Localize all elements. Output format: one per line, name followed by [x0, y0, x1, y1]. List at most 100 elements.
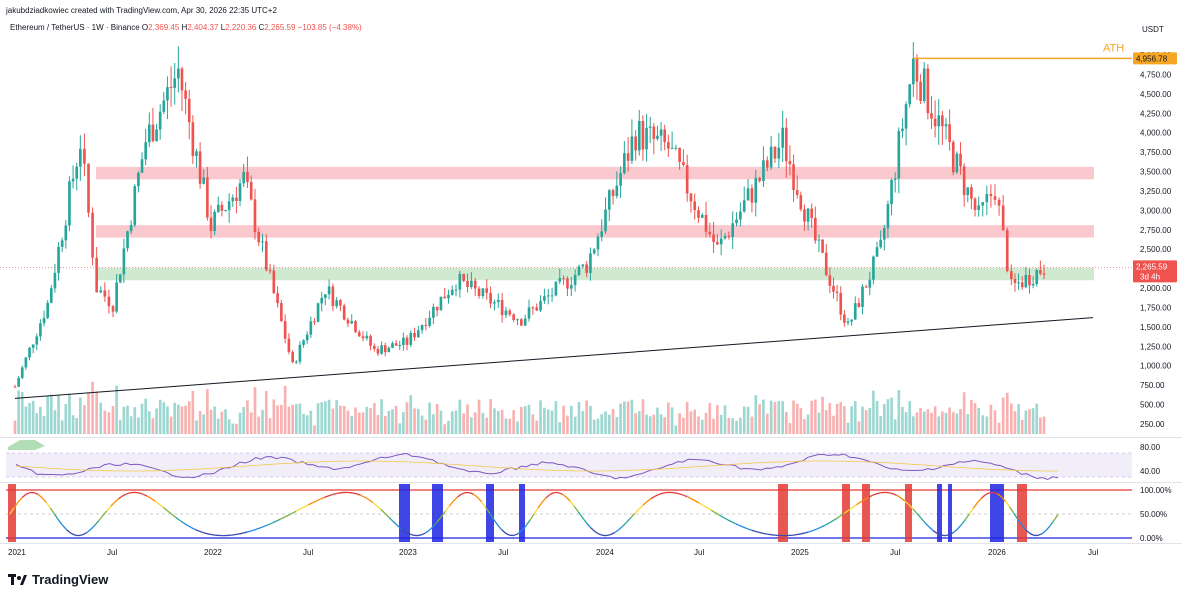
volume-bar — [882, 403, 886, 434]
candle-up — [99, 290, 103, 293]
volume-bar — [670, 407, 674, 434]
stoch-line-segment — [424, 529, 430, 534]
stoch-line-segment — [594, 530, 599, 535]
candle-up — [118, 274, 122, 283]
volume-bar — [53, 410, 57, 434]
stoch-line-segment — [751, 529, 756, 533]
volume-bar — [926, 409, 930, 434]
stoch-line-segment — [134, 491, 140, 494]
candle-down — [246, 171, 249, 183]
candle-up — [1017, 282, 1020, 284]
candle-up — [387, 347, 391, 353]
price-tick: 500.00 — [1140, 401, 1165, 410]
stoch-line-segment — [283, 514, 289, 518]
candle-down — [206, 177, 209, 218]
price-tick: 3,000.00 — [1140, 206, 1172, 215]
stoch-line-segment — [529, 513, 535, 521]
stoch-line-segment — [759, 531, 764, 535]
volume-bar — [832, 415, 835, 434]
stoch-line-segment — [86, 528, 92, 534]
candle-up — [155, 129, 158, 142]
tradingview-brand[interactable]: TradingView — [8, 572, 108, 587]
stoch-line-segment — [360, 494, 365, 498]
stoch-line-segment — [259, 525, 265, 529]
volume-bar — [458, 399, 462, 434]
stoch-line-segment — [17, 497, 23, 503]
volume-bar — [485, 417, 489, 434]
volume-bar — [35, 413, 39, 434]
volume-bar — [1017, 404, 1020, 434]
candle-down — [13, 386, 17, 388]
volume-bar — [28, 403, 31, 434]
candle-down — [466, 280, 469, 288]
volume-bar — [970, 399, 973, 434]
candle-up — [1035, 270, 1039, 285]
volume-bar — [99, 402, 103, 434]
candle-down — [712, 234, 715, 242]
volume-bar — [762, 399, 765, 434]
candle-up — [674, 147, 678, 149]
stoch-line-segment — [904, 500, 910, 506]
candle-up — [879, 239, 882, 248]
volume-bar — [387, 410, 391, 434]
candle-down — [839, 293, 843, 315]
volume-bar — [634, 413, 637, 434]
stoch-line-segment — [320, 496, 325, 500]
stoch-line-segment — [501, 529, 507, 534]
stoch-line-segment — [384, 512, 390, 518]
stoch-line-segment — [521, 525, 527, 531]
volume-bar — [133, 407, 137, 434]
candle-down — [948, 124, 951, 143]
candle-down — [477, 288, 481, 296]
candle-down — [313, 321, 316, 323]
candle-up — [216, 204, 220, 212]
stoch-line-segment — [78, 534, 83, 537]
stoch-line-segment — [1005, 501, 1011, 508]
stoch-line-segment — [1009, 506, 1015, 514]
stoch-line-segment — [420, 532, 426, 536]
volume-bar — [257, 416, 261, 434]
candle-down — [784, 127, 788, 162]
stoch-line-segment — [312, 500, 317, 504]
candle-down — [83, 148, 86, 164]
candle-down — [773, 146, 777, 159]
symbol-label[interactable]: Ethereum / TetherUS · 1W · Binance — [10, 23, 140, 32]
volume-bar — [103, 410, 107, 434]
candle-down — [91, 212, 94, 258]
candle-down — [989, 193, 993, 197]
candle-down — [373, 345, 376, 349]
stoch-line-segment — [150, 497, 156, 502]
stoch-line-segment — [457, 493, 462, 498]
volume-bar — [60, 420, 64, 434]
candle-up — [504, 310, 508, 316]
candle-up — [238, 183, 242, 202]
candle-down — [962, 166, 966, 196]
stoch-overbought-bar — [8, 484, 16, 542]
candle-down — [1005, 230, 1009, 272]
stoch-line-segment — [888, 492, 893, 495]
price-tick: 3,250.00 — [1140, 187, 1172, 196]
volume-bar — [402, 412, 405, 434]
time-tick: Jul — [498, 548, 508, 557]
candle-up — [868, 279, 872, 288]
stoch-line-segment — [650, 495, 656, 500]
volume-bar — [941, 411, 944, 434]
volume-bar — [1039, 417, 1042, 434]
candle-up — [447, 294, 450, 299]
volume-bar — [846, 422, 850, 434]
volume-bar — [904, 412, 908, 434]
volume-bar — [912, 416, 915, 434]
candle-up — [35, 336, 39, 345]
volume-bar — [409, 395, 413, 434]
stoch-line-segment — [1017, 518, 1023, 526]
stoch-line-segment — [74, 534, 79, 537]
volume-bar — [989, 404, 993, 434]
volume-bar — [742, 406, 746, 434]
volume-bar — [562, 405, 565, 434]
volume-bar — [504, 418, 508, 434]
candle-up — [140, 159, 144, 173]
volume-bar — [784, 411, 788, 434]
stoch-line-segment — [835, 515, 841, 520]
candle-down — [682, 162, 685, 166]
